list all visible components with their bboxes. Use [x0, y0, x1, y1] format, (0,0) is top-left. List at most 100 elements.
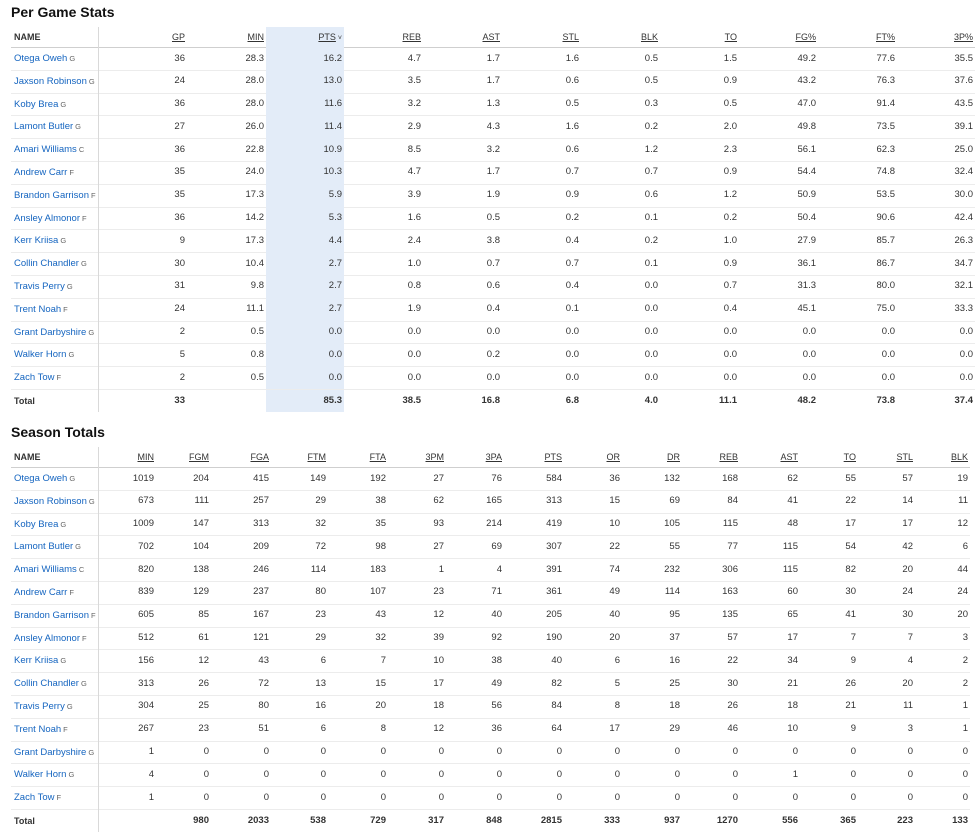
player-link[interactable]: Walker Horn: [14, 349, 67, 361]
column-header-fg-pct[interactable]: FG%: [739, 27, 818, 48]
column-header-fgm[interactable]: FGM: [156, 447, 211, 468]
column-header-min[interactable]: MIN: [187, 27, 266, 48]
player-link[interactable]: Walker Horn: [14, 769, 67, 781]
stat-cell-to: 21: [845, 700, 856, 712]
player-link[interactable]: Trent Noah: [14, 723, 62, 735]
player-link[interactable]: Travis Perry: [14, 280, 65, 292]
stat-cell-3pm: 10: [433, 654, 444, 666]
player-link[interactable]: Ansley Almonor: [14, 632, 81, 644]
player-link[interactable]: Kerr Kriisa: [14, 235, 59, 247]
column-header-ft-pct[interactable]: FT%: [818, 27, 897, 48]
stat-cell-ast: 62: [787, 472, 798, 484]
player-link[interactable]: Kerr Kriisa: [14, 655, 59, 667]
player-link[interactable]: Andrew Carr: [14, 166, 68, 178]
stat-cell-min: 820: [138, 563, 154, 575]
stat-cell-fta: 192: [370, 472, 386, 484]
player-link[interactable]: Grant Darbyshire: [14, 326, 87, 338]
stat-cell-to: 0.9: [723, 166, 737, 178]
column-header-pts[interactable]: PTS ˅: [266, 26, 344, 48]
column-header-pts[interactable]: PTS: [504, 447, 564, 468]
player-link[interactable]: Trent Noah: [14, 303, 62, 315]
total-cell-ast: 556: [782, 814, 798, 826]
player-link[interactable]: Otega Oweh: [14, 53, 68, 64]
player-link[interactable]: Otega Oweh: [14, 473, 68, 484]
stat-cell-reb: 0: [732, 746, 738, 758]
player-link[interactable]: Jaxson Robinson: [14, 495, 87, 507]
column-header-gp[interactable]: GP: [99, 27, 187, 48]
table-row: 1 0 0 0 0 0 0 0 0 0 0 0 0 0 0: [99, 742, 970, 765]
player-link[interactable]: Zach Tow: [14, 372, 55, 384]
stat-cell-ast: 0.5: [486, 212, 500, 224]
stat-cell-reb: 84: [727, 495, 738, 507]
player-link[interactable]: Amari Williams: [14, 564, 77, 576]
player-link[interactable]: Travis Perry: [14, 700, 65, 712]
player-name-cell: Trent Noah F: [11, 719, 98, 742]
column-header-stl[interactable]: STL: [502, 27, 581, 48]
player-link[interactable]: Zach Tow: [14, 792, 55, 804]
player-link[interactable]: Jaxson Robinson: [14, 75, 87, 87]
column-header-stl[interactable]: STL: [858, 447, 915, 468]
column-header-dr[interactable]: DR: [622, 447, 682, 468]
name-column-header[interactable]: NAME: [11, 447, 98, 468]
stat-cell-reb: 3.2: [407, 98, 421, 110]
stat-cell-fg-pct: 56.1: [797, 143, 817, 155]
stat-cell-3pm: 0: [438, 768, 444, 780]
stat-cell-min: 28.0: [245, 75, 265, 87]
column-header-reb[interactable]: REB: [682, 447, 740, 468]
column-header-3pm[interactable]: 3PM: [388, 447, 446, 468]
stat-cell-stl: 20: [902, 677, 913, 689]
player-link[interactable]: Koby Brea: [14, 518, 59, 530]
stat-cell-blk: 24: [957, 586, 968, 598]
stat-cell-min: 1009: [132, 518, 154, 530]
player-link[interactable]: Koby Brea: [14, 98, 59, 110]
player-position: F: [63, 724, 68, 734]
stat-cell-reb: 1.9: [407, 303, 421, 315]
column-header-3p-pct[interactable]: 3P%: [897, 27, 975, 48]
player-link[interactable]: Collin Chandler: [14, 678, 79, 690]
column-header-3pa[interactable]: 3PA: [446, 447, 504, 468]
name-column-header[interactable]: NAME: [11, 27, 98, 48]
column-header-ast[interactable]: AST: [740, 447, 800, 468]
column-header-reb[interactable]: REB: [344, 27, 423, 48]
stat-cell-gp: 2: [179, 326, 185, 338]
stat-cell-ftm: 0: [320, 746, 326, 758]
stat-cell-min: 1: [148, 791, 154, 803]
table-row: 36 28.3 16.2 4.7 1.7 1.6 0.5 1.5 49.2 77.6 35.5: [99, 47, 975, 71]
column-header-ast[interactable]: AST: [423, 27, 502, 48]
column-header-fta[interactable]: FTA: [328, 447, 388, 468]
stat-cell-reb: 3.9: [407, 189, 421, 201]
stat-cell-fgm: 147: [193, 518, 209, 530]
total-cell-ftm: 538: [310, 814, 326, 826]
player-link[interactable]: Lamont Butler: [14, 541, 74, 553]
player-link[interactable]: Grant Darbyshire: [14, 746, 87, 758]
column-header-label: FT%: [876, 31, 895, 42]
player-name-cell: Brandon Garrison F: [11, 605, 98, 628]
player-position: G: [60, 236, 67, 246]
column-header-to[interactable]: TO: [660, 27, 739, 48]
player-link[interactable]: Ansley Almonor: [14, 212, 81, 224]
stat-cell-reb: 2.4: [407, 234, 421, 246]
per-game-name-column: NAME Otega Oweh G Jaxson Robinson G Koby Brea…: [11, 27, 99, 412]
player-link[interactable]: Lamont Butler: [14, 121, 74, 133]
player-position: F: [69, 587, 74, 597]
column-header-blk[interactable]: BLK: [581, 27, 660, 48]
column-header-fga[interactable]: FGA: [211, 447, 271, 468]
player-link[interactable]: Brandon Garrison: [14, 189, 89, 201]
stat-cell-reb: 4.7: [407, 52, 421, 64]
player-link[interactable]: Amari Williams: [14, 144, 77, 156]
player-link[interactable]: Brandon Garrison: [14, 609, 89, 621]
stat-cell-fga: 313: [253, 518, 269, 530]
player-link[interactable]: Collin Chandler: [14, 258, 79, 270]
column-header-or[interactable]: OR: [564, 447, 622, 468]
column-header-blk[interactable]: BLK: [915, 447, 970, 468]
stat-cell-to: 55: [845, 472, 856, 484]
column-header-ftm[interactable]: FTM: [271, 447, 328, 468]
column-header-label: TO: [724, 31, 737, 42]
player-link[interactable]: Andrew Carr: [14, 586, 68, 598]
stat-cell-or: 15: [609, 495, 620, 507]
total-cell-ft-pct: 73.8: [876, 394, 896, 406]
column-header-min[interactable]: MIN: [99, 447, 156, 468]
stat-cell-stl: 0.4: [565, 234, 579, 246]
column-header-to[interactable]: TO: [800, 447, 858, 468]
stat-cell-gp: 30: [174, 257, 185, 269]
